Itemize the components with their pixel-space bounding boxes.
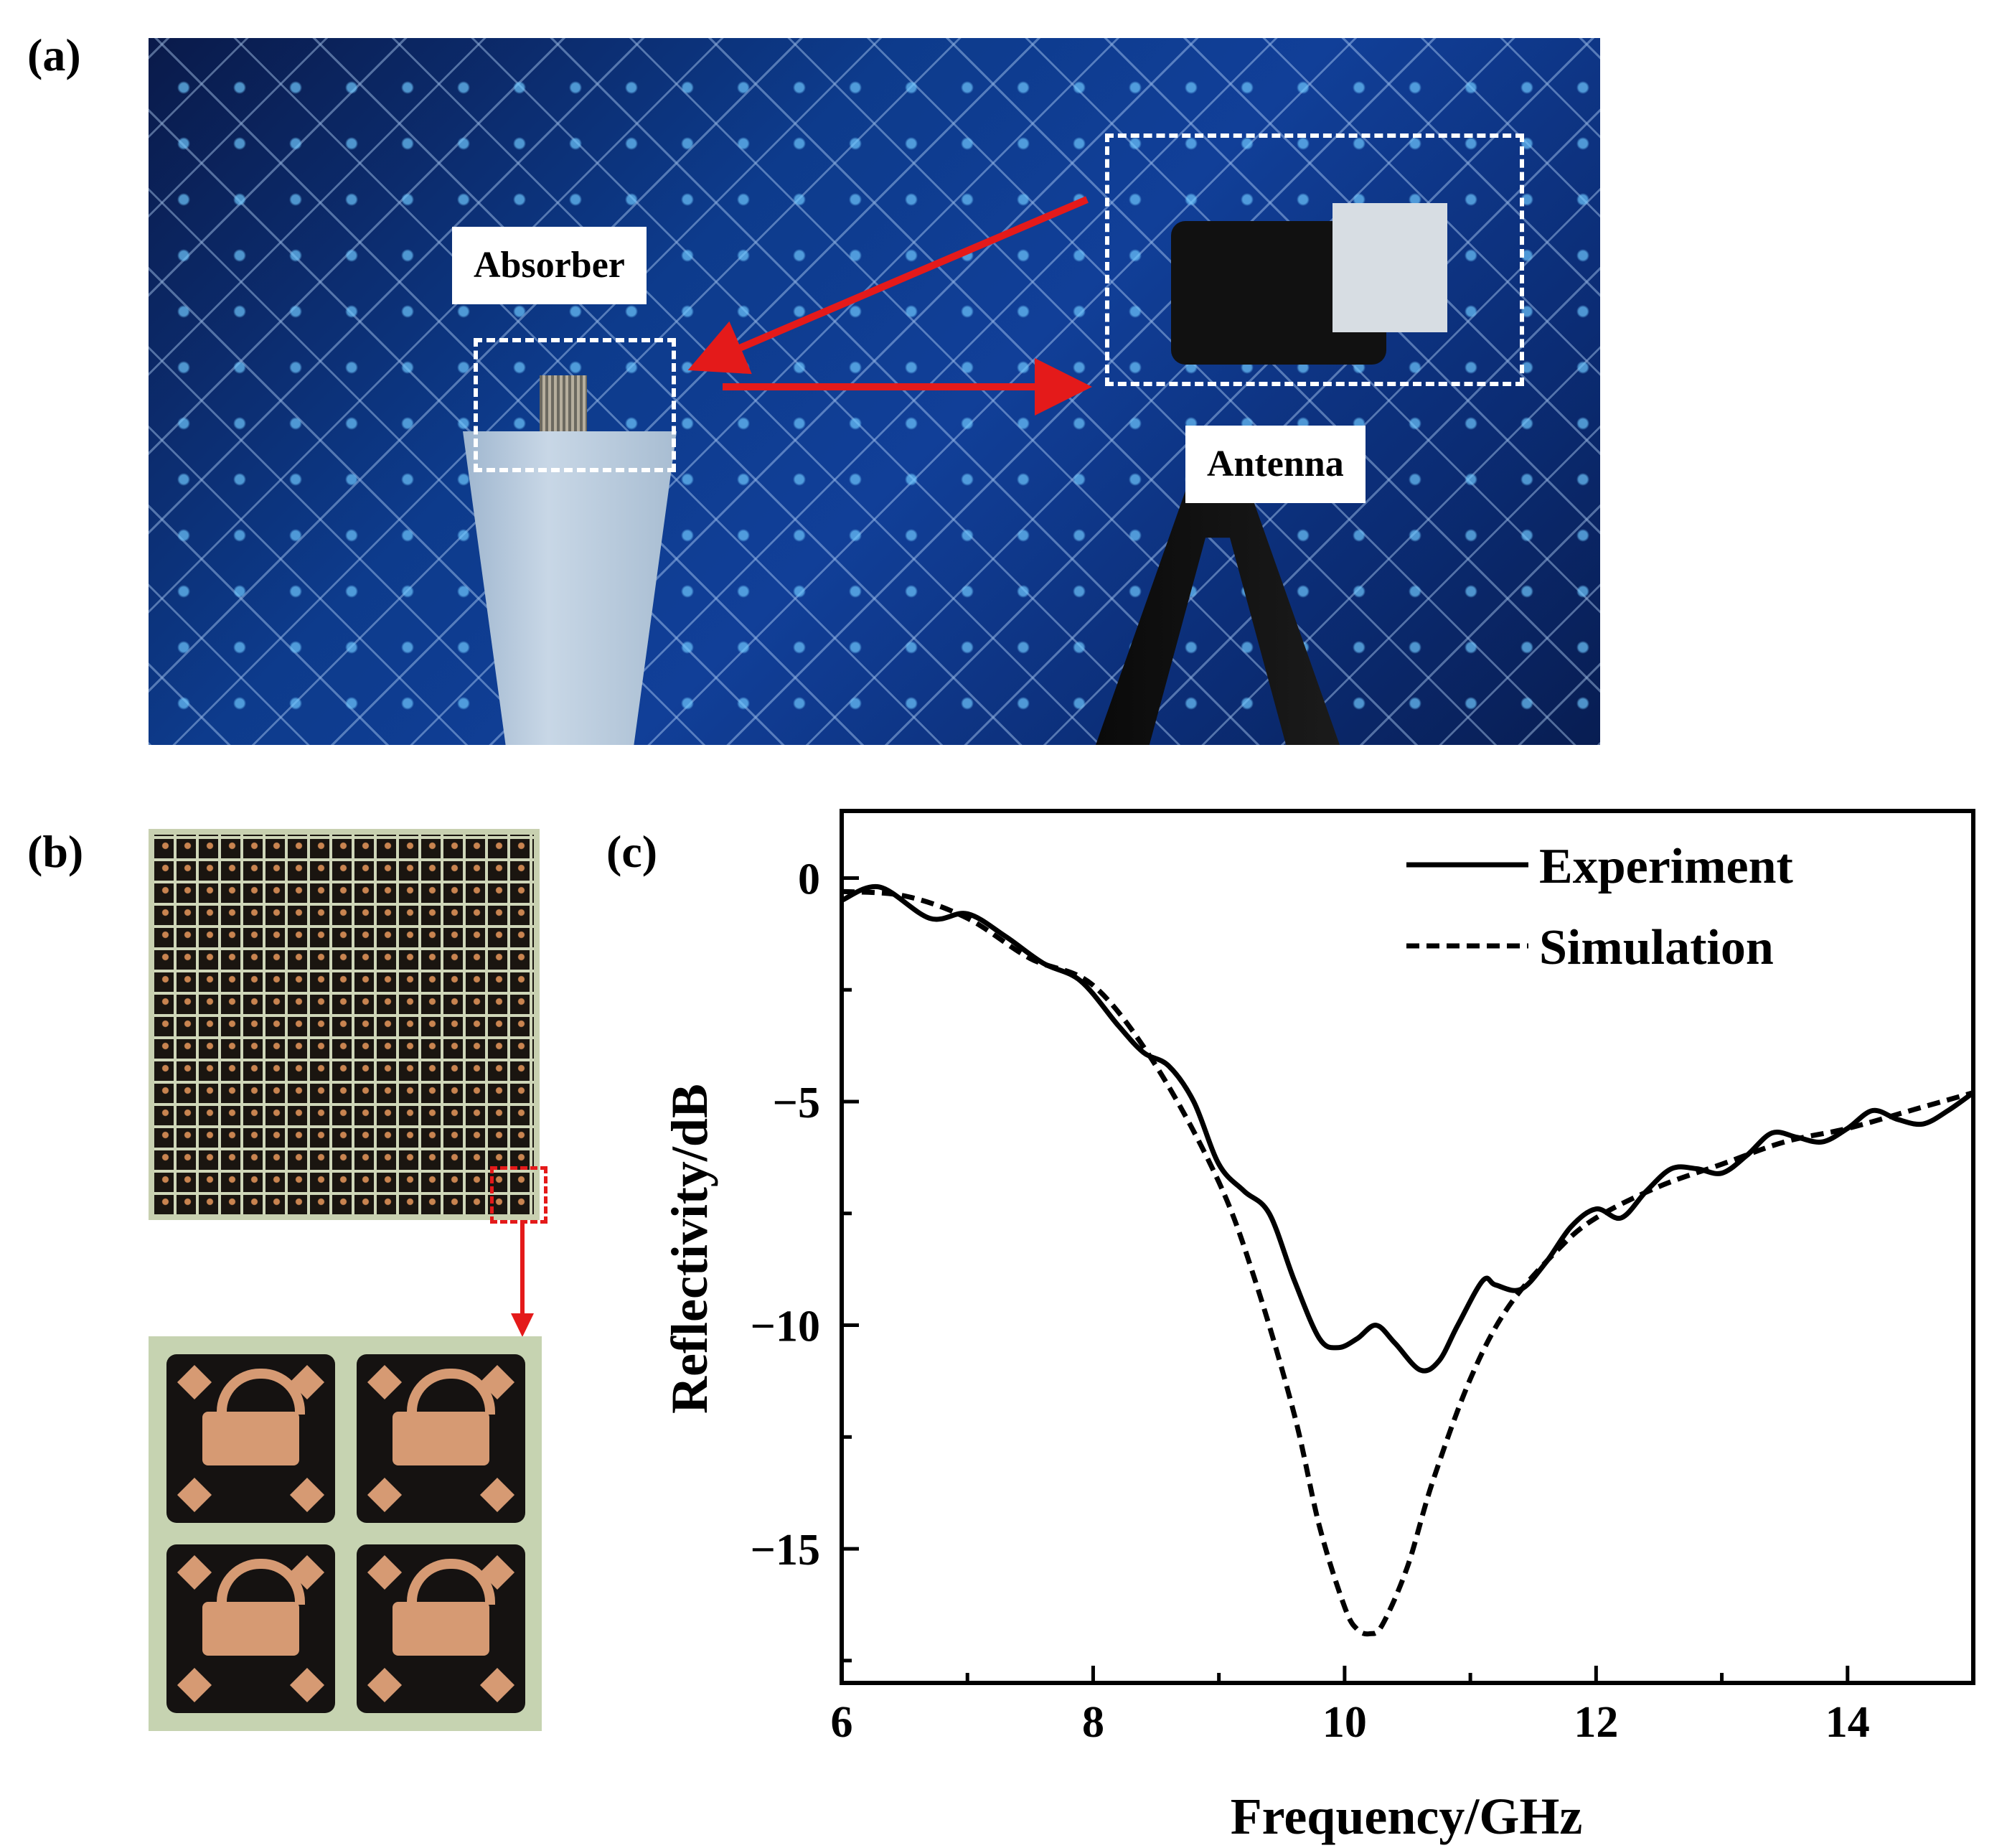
panel-label-c: (c) (606, 826, 658, 877)
y-tick-label: −5 (773, 1079, 820, 1127)
series-line-simulation (841, 888, 1974, 1637)
fabricated-sample-photo (149, 829, 540, 1220)
unit-cell (166, 1544, 335, 1713)
plot-frame (840, 809, 1975, 1685)
x-axis-title: Frequency/GHz (1231, 1788, 1583, 1845)
y-axis-title: Reflectivity/dB (661, 1084, 718, 1414)
zoom-dashed-box (490, 1166, 547, 1224)
panel-label-a: (a) (27, 29, 81, 80)
antenna-tag: Antenna (1185, 426, 1366, 503)
unit-cell-gaps (154, 835, 534, 1214)
antenna-dashed-box (1105, 133, 1524, 386)
x-tick-label: 10 (1322, 1698, 1367, 1747)
unit-cell (357, 1544, 525, 1713)
unit-cell (357, 1354, 525, 1523)
absorber-foam-cones (149, 38, 1600, 745)
series-line-experiment (840, 883, 1975, 1374)
incident-arrow (687, 196, 1089, 375)
tick-labels: 6 8 10 12 14 0 −5 −10 −15 (751, 855, 1870, 1747)
y-tick-label: −10 (751, 1303, 820, 1351)
panel-label-b: (b) (27, 826, 84, 877)
anechoic-chamber-photo: Absorber Antenna (149, 38, 1600, 745)
unit-cell (166, 1354, 335, 1523)
x-tick-label: 6 (831, 1698, 853, 1747)
foam-pedestal (463, 431, 677, 745)
zoom-arrow (511, 1224, 534, 1337)
absorber-sample (540, 375, 587, 431)
axis-ticks (840, 876, 1975, 1683)
absorber-dashed-box (474, 338, 676, 472)
horn-antenna (1332, 203, 1447, 332)
legend: Experiment Simulation (1406, 839, 1793, 975)
series-layer (840, 883, 1975, 1637)
legend-label-experiment: Experiment (1539, 839, 1793, 894)
absorber-tag: Absorber (452, 227, 647, 304)
legend-label-simulation: Simulation (1539, 920, 1774, 975)
signal-arrows (687, 196, 1092, 416)
x-tick-label: 8 (1082, 1698, 1104, 1747)
x-tick-label: 12 (1574, 1698, 1618, 1747)
unit-cell-zoom-photo (149, 1336, 542, 1731)
y-tick-label: −15 (751, 1526, 820, 1575)
y-tick-label: 0 (798, 855, 820, 904)
x-tick-label: 14 (1825, 1698, 1870, 1747)
